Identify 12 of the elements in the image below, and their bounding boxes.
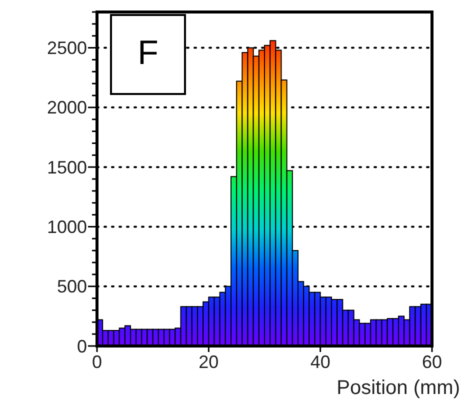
annotation: F [138,34,158,72]
x-axis-title: Position (mm) [336,377,460,399]
x-tick-label: 20 [198,352,219,372]
y-tick-label: 0 [76,336,87,356]
x-tick-label: 0 [92,352,102,372]
x-tick-label: 40 [310,352,330,372]
y-tick-label: 1500 [46,157,87,178]
y-tick-label: 1000 [46,217,87,238]
y-tick-label: 2500 [46,38,87,58]
y-tick-label: 500 [56,276,87,297]
x-tick-label: 60 [422,352,442,372]
y-tick-label: 2000 [46,98,87,118]
